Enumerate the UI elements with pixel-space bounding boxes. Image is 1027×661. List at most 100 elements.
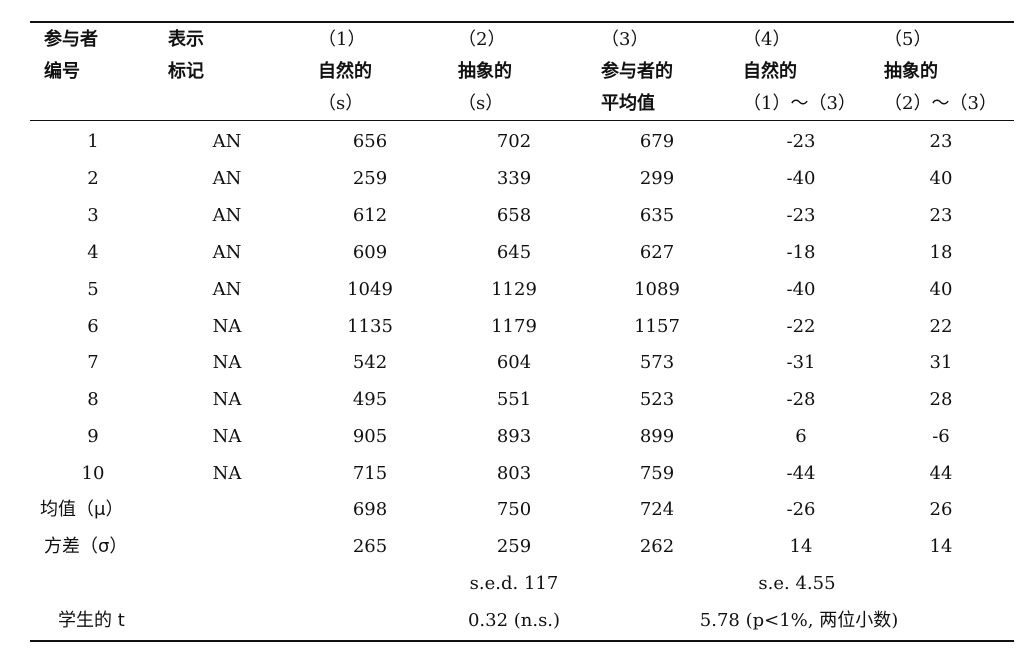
variance-col2: 259: [496, 536, 532, 557]
cell-col1-natural: 612: [352, 205, 388, 226]
header-col5-formula: （2）～（3）: [884, 93, 997, 114]
cell-col3-mean: 759: [639, 463, 675, 484]
header-participant-line2: 编号: [44, 61, 80, 82]
cell-col1-natural: 715: [352, 463, 388, 484]
cell-col2-abstract: 658: [496, 205, 532, 226]
cell-col5-diff: 22: [929, 316, 953, 337]
cell-participant-id: 6: [87, 316, 99, 337]
cell-col1-natural: 495: [352, 389, 388, 410]
cell-participant-id: 8: [87, 389, 99, 410]
cell-participant-id: 4: [87, 242, 99, 263]
cell-col5-diff: 23: [929, 131, 953, 152]
header-col5-title: 抽象的: [884, 61, 938, 82]
cell-col3-mean: 573: [639, 352, 675, 373]
mean-col3: 724: [639, 499, 675, 520]
cell-col1-natural: 259: [352, 168, 388, 189]
cell-col2-abstract: 893: [496, 426, 532, 447]
cell-label: NA: [212, 463, 242, 484]
cell-col4-diff: -44: [786, 463, 816, 484]
cell-label: NA: [212, 389, 242, 410]
cell-col3-mean: 635: [639, 205, 675, 226]
header-col1-number: （1）: [318, 29, 366, 50]
cell-col3-mean: 1157: [634, 316, 680, 337]
cell-col1-natural: 905: [352, 426, 388, 447]
header-col3-title: 参与者的: [601, 61, 673, 82]
cell-col3-mean: 299: [639, 168, 675, 189]
cell-col3-mean: 1089: [634, 279, 680, 300]
cell-label: AN: [212, 279, 242, 300]
cell-col5-diff: 28: [929, 389, 953, 410]
cell-label: AN: [212, 242, 242, 263]
variance-col5: 14: [929, 536, 953, 557]
table-top-rule: [30, 21, 1014, 23]
cell-col2-abstract: 803: [496, 463, 532, 484]
variance-col4: 14: [789, 536, 813, 557]
header-col2-title: 抽象的: [458, 61, 512, 82]
header-col4-title: 自然的: [743, 61, 797, 82]
header-col3-number: （3）: [601, 29, 649, 50]
t-value-2: 5.78 (p<1%, 两位小数): [699, 610, 899, 631]
cell-col5-diff: 40: [929, 168, 953, 189]
cell-col5-diff: 44: [929, 463, 953, 484]
cell-participant-id: 5: [87, 279, 99, 300]
cell-participant-id: 10: [81, 463, 105, 484]
variance-col1: 265: [352, 536, 388, 557]
mean-col4: -26: [786, 499, 816, 520]
cell-col4-diff: -23: [786, 131, 816, 152]
header-label-line1: 表示: [168, 29, 204, 50]
cell-participant-id: 7: [87, 352, 99, 373]
cell-col4-diff: 6: [795, 426, 807, 447]
header-col3-subtitle: 平均值: [601, 93, 655, 114]
cell-col4-diff: -28: [786, 389, 816, 410]
cell-col2-abstract: 339: [496, 168, 532, 189]
t-value-1: 0.32 (n.s.): [467, 610, 561, 631]
cell-col4-diff: -18: [786, 242, 816, 263]
header-col1-unit: （s）: [318, 93, 364, 114]
cell-label: NA: [212, 316, 242, 337]
cell-participant-id: 3: [87, 205, 99, 226]
cell-col1-natural: 1049: [347, 279, 393, 300]
cell-col4-diff: -23: [786, 205, 816, 226]
mean-col5: 26: [929, 499, 953, 520]
header-participant-line1: 参与者: [44, 29, 98, 50]
cell-col5-diff: -6: [932, 426, 950, 447]
cell-label: NA: [212, 352, 242, 373]
variance-label: 方差（σ）: [44, 536, 128, 557]
cell-participant-id: 2: [87, 168, 99, 189]
cell-participant-id: 1: [87, 131, 99, 152]
header-col4-number: （4）: [743, 29, 791, 50]
mean-col2: 750: [496, 499, 532, 520]
header-col5-number: （5）: [884, 29, 932, 50]
header-col1-title: 自然的: [318, 61, 372, 82]
cell-participant-id: 9: [87, 426, 99, 447]
t-label: 学生的 t: [58, 610, 125, 631]
cell-col4-diff: -40: [786, 279, 816, 300]
cell-col4-diff: -22: [786, 316, 816, 337]
cell-col5-diff: 31: [929, 352, 953, 373]
cell-col2-abstract: 645: [496, 242, 532, 263]
cell-col1-natural: 542: [352, 352, 388, 373]
header-col2-number: （2）: [458, 29, 506, 50]
cell-col5-diff: 18: [929, 242, 953, 263]
variance-col3: 262: [639, 536, 675, 557]
cell-col5-diff: 23: [929, 205, 953, 226]
header-label-line2: 标记: [168, 61, 204, 82]
cell-col1-natural: 1135: [347, 316, 393, 337]
cell-label: AN: [212, 131, 242, 152]
table-header-rule: [30, 120, 1014, 121]
cell-col2-abstract: 604: [496, 352, 532, 373]
cell-col1-natural: 609: [352, 242, 388, 263]
cell-col3-mean: 899: [639, 426, 675, 447]
cell-col3-mean: 679: [639, 131, 675, 152]
se-value: s.e. 4.55: [758, 573, 836, 594]
cell-col4-diff: -40: [786, 168, 816, 189]
cell-col3-mean: 627: [639, 242, 675, 263]
cell-label: NA: [212, 426, 242, 447]
cell-col2-abstract: 551: [496, 389, 532, 410]
cell-col1-natural: 656: [352, 131, 388, 152]
cell-col5-diff: 40: [929, 279, 953, 300]
cell-col2-abstract: 702: [496, 131, 532, 152]
cell-col2-abstract: 1179: [491, 316, 537, 337]
sed-value: s.e.d. 117: [469, 573, 559, 594]
table-bottom-rule: [30, 640, 1014, 642]
